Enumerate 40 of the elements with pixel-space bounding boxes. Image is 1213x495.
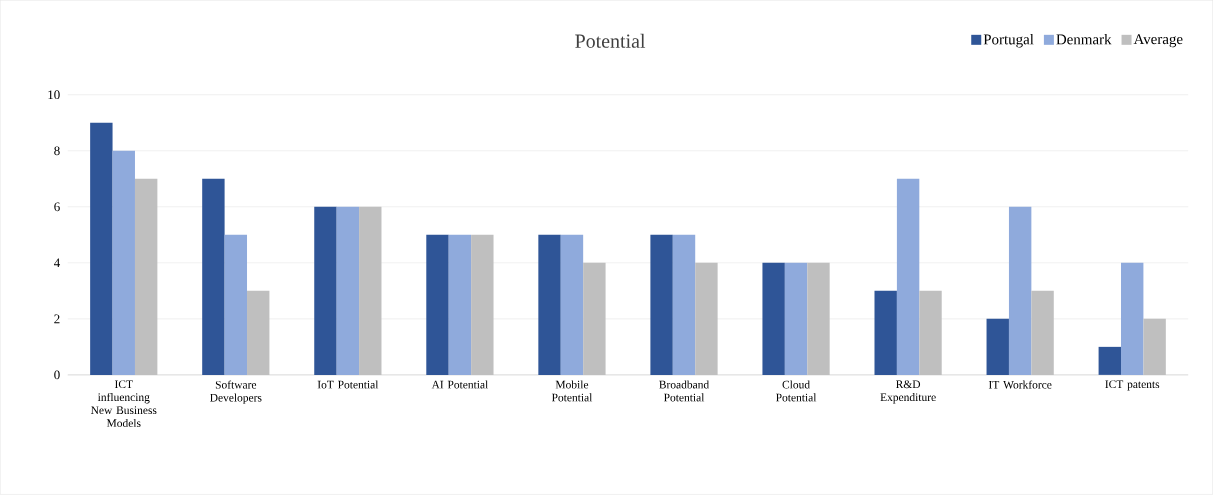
bar	[1008, 206, 1032, 376]
bar	[896, 178, 920, 376]
bar	[90, 122, 113, 376]
x-tick-label: IoT Potential	[317, 380, 379, 389]
y-tick-label: 10	[48, 90, 60, 100]
legend-label: Average	[1133, 34, 1183, 48]
y-tick-label: 2	[54, 314, 60, 324]
bar	[202, 178, 225, 376]
x-tick-label: Cloud Potential	[776, 380, 817, 402]
bar	[762, 262, 785, 376]
x-tick-label: ICT influencing New Business Models	[90, 380, 157, 428]
bar	[1098, 347, 1121, 376]
x-tick-label: AI Potential	[431, 380, 489, 389]
bar	[112, 150, 135, 376]
chart-title: Potential	[575, 34, 646, 49]
bar	[336, 206, 360, 376]
legend-label: Portugal	[983, 34, 1034, 48]
bar	[1121, 262, 1144, 376]
bar	[784, 262, 808, 376]
x-tick-label: Mobile Potential	[551, 380, 593, 402]
bar	[538, 234, 561, 376]
y-tick-label: 6	[54, 202, 60, 212]
bar	[426, 234, 449, 376]
x-tick-label: IT Workforce	[988, 380, 1052, 389]
legend-label: Denmark	[1056, 34, 1112, 45]
bar	[672, 234, 696, 376]
y-tick-label: 0	[54, 370, 60, 380]
bar	[986, 319, 1009, 376]
bar	[874, 291, 897, 376]
y-tick-label: 8	[54, 146, 60, 156]
bar	[650, 234, 673, 376]
bar	[560, 234, 584, 376]
bar	[314, 206, 337, 376]
x-tick-label: R&D Expenditure	[880, 380, 936, 404]
y-tick-label: 4	[53, 258, 61, 268]
bar	[224, 234, 248, 376]
x-tick-label: Software Developers	[210, 380, 262, 405]
x-tick-label: ICT patents	[1105, 380, 1160, 391]
x-tick-label: Broadband Potential	[659, 380, 710, 402]
bar	[448, 234, 472, 376]
